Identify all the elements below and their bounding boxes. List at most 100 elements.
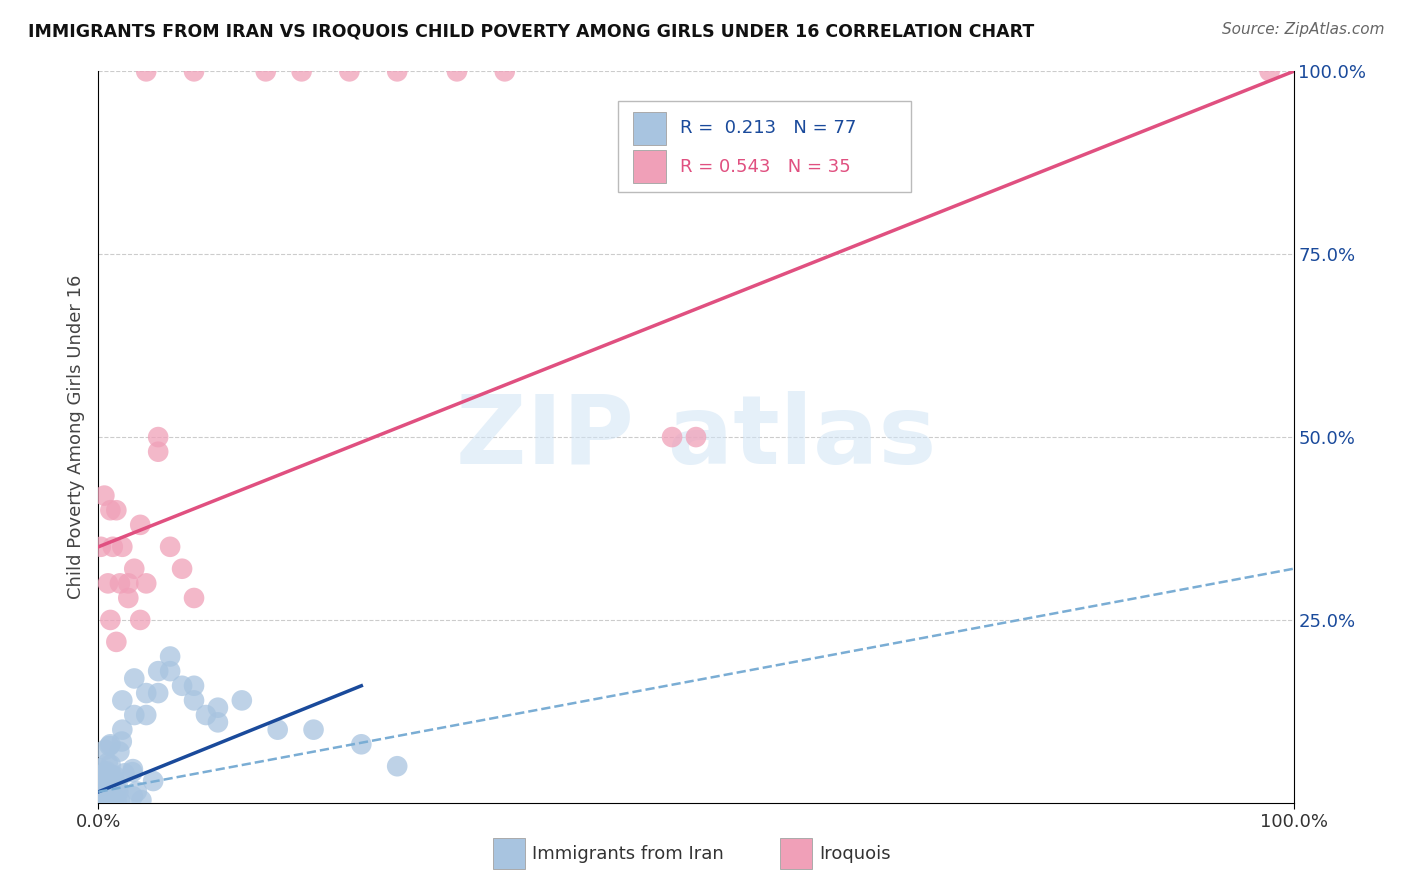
Point [350,737,373,751]
Point [148,444,170,458]
Point [96,766,118,780]
Point [96,772,118,786]
Point [108,794,131,808]
Point [107,785,129,799]
Point [96,776,118,790]
Point [94,768,117,782]
Point [100,783,122,797]
Point [129,517,152,532]
Point [93,489,115,503]
FancyBboxPatch shape [633,112,666,145]
Point [385,64,409,78]
Point [148,430,170,444]
Point [159,664,181,678]
Point [89,795,111,809]
Point [108,576,131,591]
Point [124,562,146,576]
Point [105,782,128,797]
Point [100,757,122,772]
Point [121,765,143,780]
Point [124,672,146,686]
Point [97,576,120,591]
Point [89,792,111,806]
Point [159,540,181,554]
Point [105,503,128,517]
Point [104,791,127,805]
Point [96,784,118,798]
Y-axis label: Child Poverty Among Girls Under 16: Child Poverty Among Girls Under 16 [66,275,84,599]
Text: ZIP atlas: ZIP atlas [456,391,936,483]
Point [183,693,205,707]
Point [101,540,124,554]
Point [98,739,121,753]
Point [195,708,218,723]
Point [97,784,120,798]
Point [103,768,125,782]
Point [446,64,468,78]
Point [148,686,170,700]
Point [91,784,114,798]
FancyBboxPatch shape [779,838,811,869]
Point [96,789,118,803]
Point [101,770,124,784]
FancyBboxPatch shape [494,838,524,869]
Point [93,766,115,780]
Point [129,613,152,627]
Point [207,715,229,730]
Point [121,789,143,804]
Point [661,430,683,444]
Point [148,664,170,678]
Point [122,762,145,776]
Point [254,64,277,78]
Point [159,649,181,664]
Point [97,756,120,770]
Point [98,503,122,517]
FancyBboxPatch shape [619,101,911,192]
Point [291,64,314,78]
Point [91,789,114,803]
Point [135,686,157,700]
Point [90,793,112,807]
Point [90,782,112,797]
Point [98,613,122,627]
Point [142,774,165,789]
Point [105,795,128,809]
Point [96,764,118,779]
Point [111,723,134,737]
Point [114,766,136,780]
Point [267,723,290,737]
Point [302,723,325,737]
Point [94,786,117,800]
Point [125,784,148,798]
Point [94,788,117,802]
Text: Iroquois: Iroquois [820,845,890,863]
Point [117,591,139,605]
Text: R = 0.543   N = 35: R = 0.543 N = 35 [681,158,851,177]
Point [111,693,134,707]
Point [172,562,194,576]
Point [108,745,131,759]
Point [231,693,253,707]
Point [97,780,120,794]
Point [135,64,157,78]
Text: R =  0.213   N = 77: R = 0.213 N = 77 [681,120,856,137]
Point [91,788,114,802]
Point [131,793,153,807]
Point [339,64,361,78]
Point [94,775,117,789]
FancyBboxPatch shape [633,151,666,183]
Point [111,734,134,748]
Point [103,772,125,787]
Point [90,786,112,800]
Point [124,708,146,723]
Point [94,743,117,757]
Point [1258,64,1281,78]
Point [135,576,157,591]
Point [685,430,707,444]
Point [494,64,516,78]
Text: Source: ZipAtlas.com: Source: ZipAtlas.com [1222,22,1385,37]
Point [135,708,157,723]
Point [98,786,121,800]
Point [183,64,205,78]
Point [117,576,139,591]
